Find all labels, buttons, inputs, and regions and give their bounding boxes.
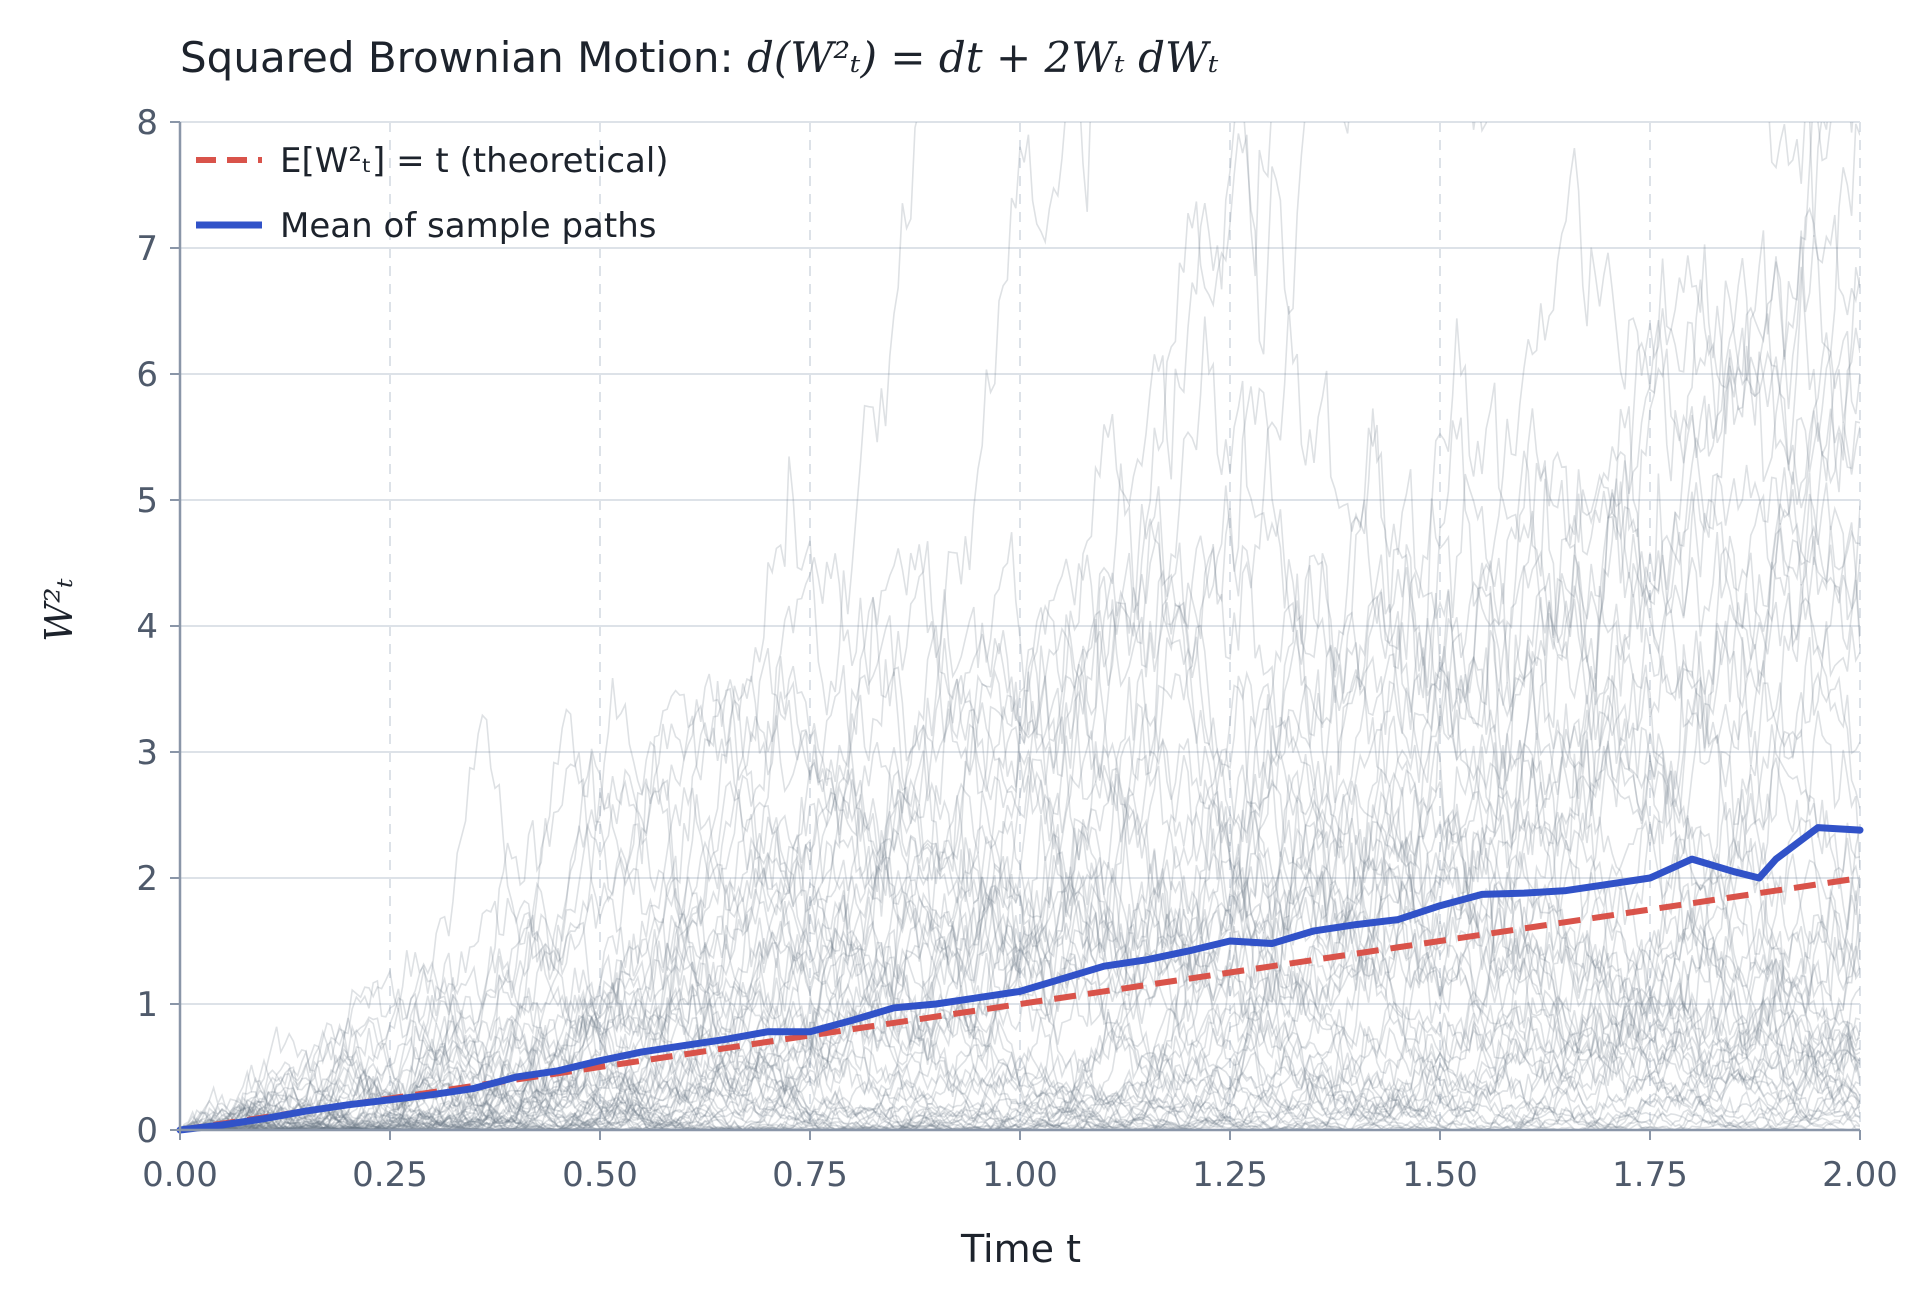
sample-path-line xyxy=(180,417,1860,1130)
sample-path-line xyxy=(180,1039,1860,1130)
y-tick-label: 5 xyxy=(136,481,158,521)
sample-path-line xyxy=(180,122,1350,1130)
sample-path-line xyxy=(180,122,1832,1130)
sample-path-line xyxy=(180,305,1860,1130)
sample-path-line xyxy=(180,147,1860,1130)
sample-path-line xyxy=(180,710,1860,1130)
chart-title: Squared Brownian Motion: d(W²ₜ) = dt + 2… xyxy=(180,33,1219,82)
y-tick-label: 0 xyxy=(136,1111,158,1151)
y-tick-label: 4 xyxy=(136,607,158,647)
chart-title-formula: d(W²ₜ) = dt + 2Wₜ dWₜ xyxy=(747,33,1219,82)
sample-path-line xyxy=(180,492,1860,1130)
sample-path-line xyxy=(180,206,1860,1130)
sample-path-line xyxy=(180,989,1860,1130)
sample-path-line xyxy=(180,332,1860,1130)
x-tick-label: 0.50 xyxy=(562,1155,638,1195)
sample-path-line xyxy=(180,485,1860,1130)
sample-path-line xyxy=(180,1025,1860,1130)
x-tick-label: 1.25 xyxy=(1192,1155,1268,1195)
sample-paths xyxy=(180,122,1860,1130)
sample-path-line xyxy=(180,930,1860,1130)
sample-path-line xyxy=(180,761,1860,1130)
sample-path-line xyxy=(180,780,1860,1130)
sample-path-line xyxy=(180,318,1860,1130)
x-tick-label: 1.75 xyxy=(1612,1155,1688,1195)
sample-path-line xyxy=(180,463,1860,1130)
sample-path-line xyxy=(180,948,1860,1130)
sample-path-line xyxy=(180,936,1860,1130)
sample-path-line xyxy=(180,330,1860,1130)
sample-path-line xyxy=(180,122,1828,1130)
mean-sample-paths-line xyxy=(176,824,1864,1134)
sample-path-line xyxy=(180,122,1854,1130)
y-tick-label: 1 xyxy=(136,985,158,1025)
x-tick-label: 2.00 xyxy=(1822,1155,1898,1195)
x-tick-label: 0.00 xyxy=(142,1155,218,1195)
sample-path-line xyxy=(180,230,1860,1130)
x-tick-label: 1.50 xyxy=(1402,1155,1478,1195)
y-tick-label: 3 xyxy=(136,733,158,773)
sample-path-line xyxy=(180,621,1860,1130)
sample-path-line xyxy=(180,122,918,1130)
sample-path-line xyxy=(180,945,1860,1130)
grid-lines xyxy=(180,121,1861,1130)
sample-path-line xyxy=(180,316,1860,1130)
x-tick-label: 0.25 xyxy=(352,1155,428,1195)
sample-path-line xyxy=(180,732,1860,1130)
y-tick-label: 2 xyxy=(136,859,158,899)
y-axis-title: W²ₜ xyxy=(37,578,81,642)
x-tick-label: 0.75 xyxy=(772,1155,848,1195)
sample-path-line xyxy=(180,123,1860,1130)
y-tick-label: 6 xyxy=(136,355,158,395)
chart-title-prefix: Squared Brownian Motion: xyxy=(180,33,747,82)
y-tick-label: 8 xyxy=(136,103,158,143)
sample-path-line xyxy=(180,798,1860,1130)
x-tick-label: 1.00 xyxy=(982,1155,1058,1195)
sample-path-line xyxy=(180,896,1860,1130)
sample-path-line xyxy=(180,997,1860,1130)
sample-path-line xyxy=(180,769,1860,1130)
sample-path-line xyxy=(180,647,1860,1130)
sample-path-line xyxy=(180,999,1860,1130)
sample-path-line xyxy=(180,408,1860,1130)
sample-path-line xyxy=(180,953,1860,1130)
sample-path-line xyxy=(180,824,1860,1130)
sample-path-line xyxy=(180,460,1860,1130)
sample-path-line xyxy=(180,424,1860,1130)
sample-path-line xyxy=(180,671,1860,1130)
y-tick-label: 7 xyxy=(136,229,158,269)
x-axis-title: Time t xyxy=(960,1227,1081,1271)
legend: E[W²ₜ] = t (theoretical) Mean of sample … xyxy=(196,141,669,246)
sample-path-line xyxy=(180,624,1860,1130)
series-lines xyxy=(176,824,1864,1134)
tick-labels: 0 1 2 3 4 5 6 7 8 0.00 0.25 0.50 0.75 1.00 1.25 1.50 1.7… xyxy=(136,103,1897,1195)
sample-path-line xyxy=(180,767,1860,1130)
legend-label-theoretical: E[W²ₜ] = t (theoretical) xyxy=(280,141,669,181)
legend-label-mean: Mean of sample paths xyxy=(280,206,656,246)
